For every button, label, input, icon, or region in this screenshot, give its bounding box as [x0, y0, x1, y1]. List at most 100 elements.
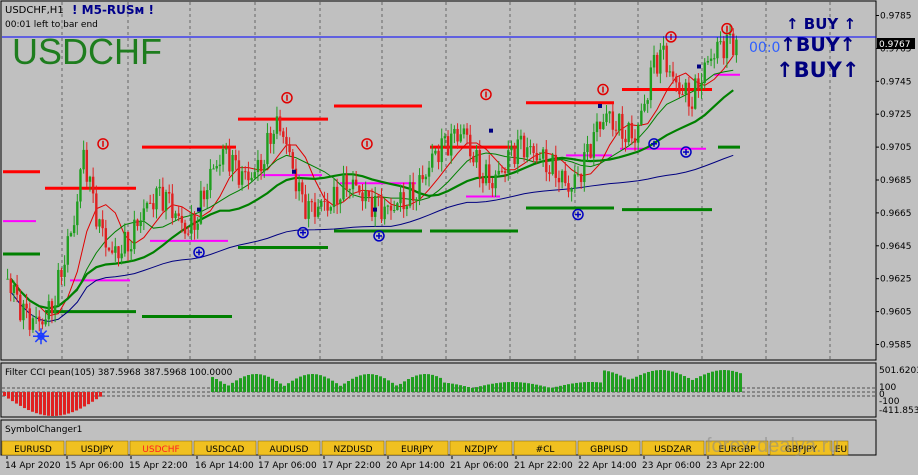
candle-body: [129, 249, 133, 252]
candle-body: [91, 176, 95, 194]
star-signal-ray: [34, 330, 42, 337]
candle-body: [373, 195, 377, 217]
time-tick-label: 17 Apr 06:00: [258, 461, 317, 471]
symbol-button-eurusd[interactable]: EURUSD: [1, 440, 65, 456]
cci-bar: [255, 374, 258, 392]
marker-square: [197, 207, 201, 212]
cci-bar: [667, 370, 670, 392]
cci-bar: [379, 376, 382, 392]
symbol-button-nzdusd[interactable]: NZDUSD: [321, 440, 385, 456]
candle-body: [465, 128, 469, 135]
candle-body: [570, 188, 573, 192]
candle-body: [636, 124, 640, 143]
cci-bar: [67, 392, 70, 414]
candle-body: [453, 128, 456, 134]
candle-body: [386, 205, 390, 207]
candle-body: [602, 122, 605, 130]
candle-body: [497, 170, 500, 175]
candle-body: [522, 135, 526, 158]
marker-square: [489, 128, 493, 133]
symbol-button-usdcad[interactable]: USDCAD: [193, 440, 257, 456]
candle-body: [424, 176, 428, 180]
cci-scale-100: 100: [879, 383, 896, 393]
candle-body: [126, 231, 130, 252]
candle-body: [228, 148, 231, 172]
cci-bar: [575, 382, 578, 392]
candle-body: [136, 219, 139, 227]
candle-body: [139, 220, 142, 227]
cci-bar: [19, 392, 22, 406]
candle-body: [183, 222, 187, 234]
candle-body: [332, 186, 336, 208]
symbol-button-label: NZDUSD: [333, 445, 372, 455]
symbol-button-label: #CL: [536, 445, 555, 455]
candle-body: [34, 316, 38, 319]
candle-body: [316, 206, 320, 217]
candle-body: [535, 153, 538, 161]
time-axis: 14 Apr 2020 15 Apr 06:00 15 Apr 22:00 16 Ap…: [5, 456, 765, 471]
candle-body: [624, 138, 627, 143]
time-tick-label: 21 Apr 06:00: [450, 461, 509, 471]
symbol-button-usdjpy[interactable]: USDJPY: [65, 440, 129, 456]
buy-signal-icon: [648, 138, 660, 150]
cci-bar: [79, 392, 82, 409]
symbol-button-usdzar[interactable]: USDZAR: [641, 440, 705, 456]
cci-bar: [375, 375, 378, 392]
symbol-button-nzdjpy[interactable]: NZDJPY: [449, 440, 513, 456]
symbol-button-audusd[interactable]: AUDUSD: [257, 440, 321, 456]
candle-body: [694, 78, 697, 109]
candle-body: [687, 82, 691, 107]
cci-bar: [311, 374, 314, 392]
symbol-button-eu[interactable]: EU: [833, 440, 849, 456]
candle-body: [19, 294, 22, 321]
symbol-button-label: GBPUSD: [590, 445, 628, 455]
candle-body: [53, 305, 57, 314]
candle-body: [627, 122, 630, 143]
cci-panel: [0, 362, 877, 418]
candle-body: [297, 182, 301, 192]
candle-body: [351, 179, 355, 190]
cci-bar: [279, 383, 282, 392]
symbol-button-bg: [129, 440, 193, 456]
candle-body: [171, 193, 174, 219]
candle-body: [335, 186, 339, 205]
level-lines: [3, 73, 740, 319]
cci-bar: [235, 380, 238, 392]
candle-body: [345, 174, 348, 190]
big-symbol: USDCHF: [12, 31, 162, 72]
cci-bar: [435, 376, 438, 392]
candle-body: [285, 136, 288, 145]
symbol-button-gbpjpy[interactable]: GBPJPY: [769, 440, 833, 456]
symbol-button-eurjpy[interactable]: EURJPY: [385, 440, 449, 456]
symbol-button-label: EU: [835, 445, 847, 455]
cci-bar: [615, 373, 618, 392]
cci-bar: [3, 392, 6, 396]
marker-square: [292, 169, 296, 174]
symbol-button-hash-cl[interactable]: #CL: [513, 440, 577, 456]
cci-bar: [211, 377, 214, 392]
candle-body: [440, 138, 443, 163]
cci-bar: [483, 385, 486, 392]
cci-bar: [495, 383, 498, 392]
cci-bar: [587, 382, 590, 392]
symbol-button-usdchf[interactable]: USDCHF: [129, 440, 193, 456]
cci-bar: [563, 384, 566, 392]
cci-bar: [467, 386, 470, 392]
cci-bar: [299, 376, 302, 392]
candle-body: [389, 205, 393, 211]
candle-body: [199, 190, 203, 224]
cci-bar: [595, 382, 598, 392]
candle-body: [481, 177, 485, 184]
cci-bar: [55, 392, 58, 416]
symbol-button-eurgbp[interactable]: EURGBP: [705, 440, 769, 456]
cci-bar: [215, 379, 218, 392]
symbol-button-label: USDZAR: [654, 445, 692, 455]
price-tick-label: 0.9785: [880, 12, 912, 22]
candle-body: [716, 41, 719, 59]
candle-body: [142, 208, 146, 221]
candle-body: [110, 250, 114, 253]
symbol-button-gbpusd[interactable]: GBPUSD: [577, 440, 641, 456]
candle-body: [244, 171, 247, 173]
time-tick-label: 21 Apr 22:00: [514, 461, 573, 471]
candle-body: [392, 210, 396, 212]
